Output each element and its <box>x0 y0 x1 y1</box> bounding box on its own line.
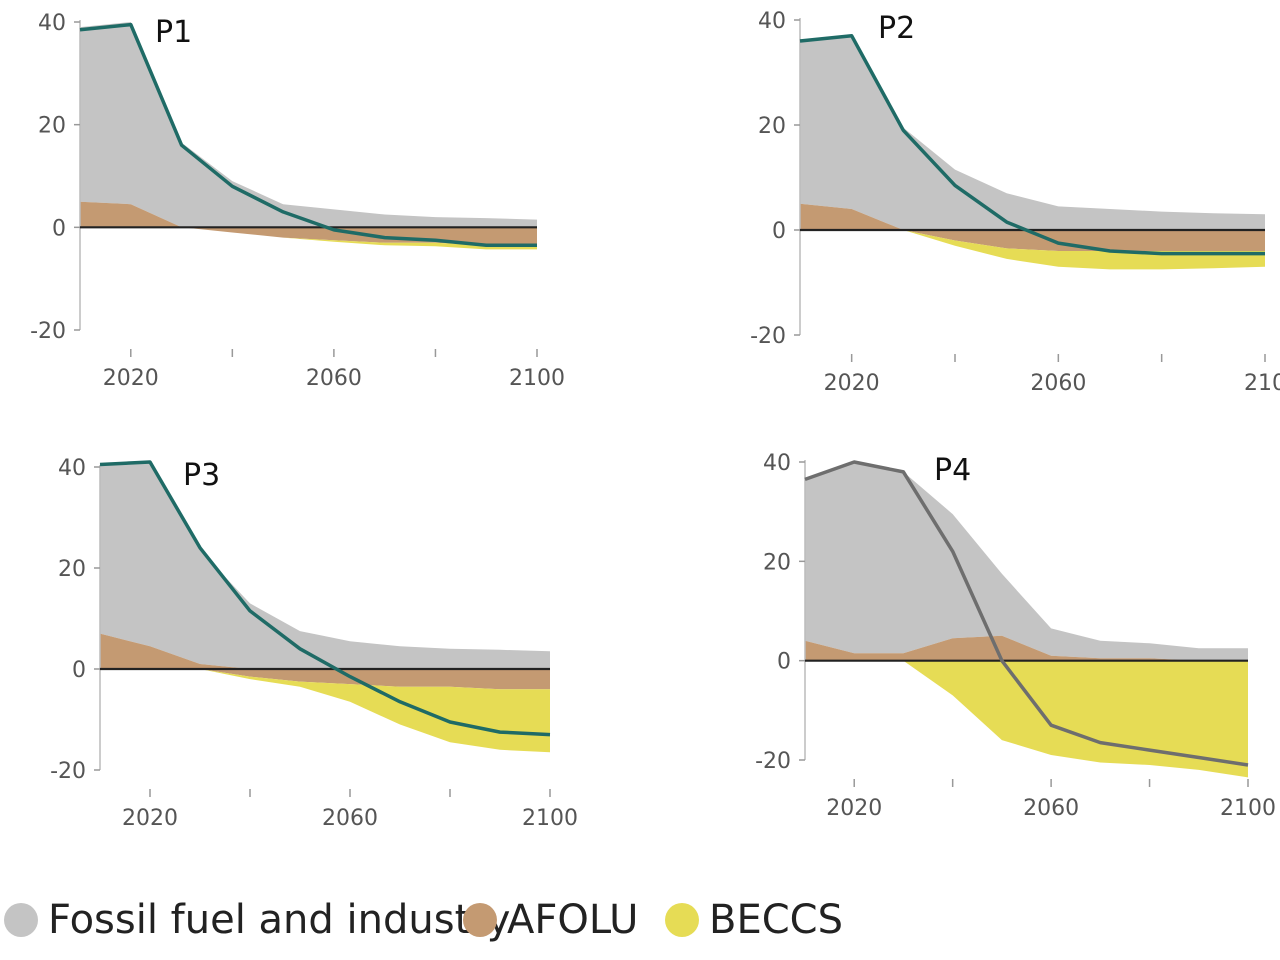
area-afolu <box>100 633 550 690</box>
legend-item-fossil: Fossil fuel and industry <box>4 888 510 952</box>
area-fossil-fuel-industry <box>805 462 1248 661</box>
x-tick-label: 2100 <box>509 366 565 391</box>
net-emissions-line <box>99 460 551 737</box>
legend-swatch-beccs <box>665 903 699 937</box>
y-tick-label: 20 <box>58 557 86 582</box>
legend: Fossil fuel and industry AFOLU BECCS <box>0 888 1280 952</box>
y-tick-label: -20 <box>750 324 786 349</box>
net-emissions-line <box>799 34 1265 256</box>
chart-panel-p3: 40 20 0 -20 2020 2060 2100 P3 <box>50 456 578 831</box>
panel-title: P4 <box>934 453 971 488</box>
y-tick-label: 20 <box>763 550 791 575</box>
x-tick-label: 2100 <box>522 806 578 831</box>
area-beccs <box>100 669 550 753</box>
legend-label-afolu: AFOLU <box>507 897 639 943</box>
net-emissions-line <box>79 22 537 248</box>
area-afolu <box>805 635 1248 661</box>
x-tick-label: 2020 <box>103 366 159 391</box>
area-fossil-fuel-industry <box>80 22 537 228</box>
x-tick-label: 2020 <box>826 796 882 821</box>
x-tick-label: 210 <box>1244 371 1280 396</box>
area-afolu <box>80 201 537 246</box>
legend-label-fossil: Fossil fuel and industry <box>48 897 511 943</box>
y-tick-label: -20 <box>30 319 66 344</box>
area-fossil-fuel-industry <box>100 462 550 669</box>
legend-swatch-afolu <box>463 903 497 937</box>
y-tick-label: 0 <box>52 216 66 241</box>
panel-title: P2 <box>878 11 915 46</box>
legend-label-beccs: BECCS <box>709 897 843 943</box>
y-tick-label: 20 <box>38 114 66 139</box>
area-beccs <box>80 227 537 250</box>
panel-title: P1 <box>155 15 192 50</box>
y-tick-label: 40 <box>58 456 86 481</box>
x-tick-label: 2020 <box>122 806 178 831</box>
legend-item-beccs: BECCS <box>665 888 843 952</box>
x-tick-label: 2060 <box>306 366 362 391</box>
y-tick-label: 40 <box>763 451 791 476</box>
x-tick-label: 2060 <box>1030 371 1086 396</box>
x-tick-label: 2060 <box>322 806 378 831</box>
y-tick-label: 0 <box>72 658 86 683</box>
y-tick-label: 20 <box>758 114 786 139</box>
x-tick-label: 2060 <box>1023 796 1079 821</box>
area-afolu <box>800 203 1265 251</box>
y-tick-label: -20 <box>50 759 86 784</box>
y-tick-label: 40 <box>758 9 786 34</box>
area-fossil-fuel-industry <box>800 35 1265 230</box>
y-tick-label: -20 <box>755 749 791 774</box>
chart-panel-p2: 40 20 0 -20 2020 2060 210 P2 <box>750 9 1280 396</box>
area-beccs <box>800 230 1265 270</box>
y-tick-label: 0 <box>772 219 786 244</box>
x-tick-label: 2020 <box>824 371 880 396</box>
y-tick-label: 40 <box>38 11 66 36</box>
x-tick-label: 2100 <box>1220 796 1276 821</box>
area-beccs <box>805 660 1248 778</box>
panel-title: P3 <box>183 458 220 493</box>
chart-panel-p1: 40 20 0 -20 2020 2060 2100 P1 <box>30 11 565 391</box>
y-tick-label: 0 <box>777 650 791 675</box>
net-emissions-line <box>804 460 1249 767</box>
chart-panel-p4: 40 20 0 -20 2020 2060 2100 P4 <box>755 451 1276 821</box>
legend-item-afolu: AFOLU <box>463 888 638 952</box>
legend-swatch-fossil <box>4 903 38 937</box>
